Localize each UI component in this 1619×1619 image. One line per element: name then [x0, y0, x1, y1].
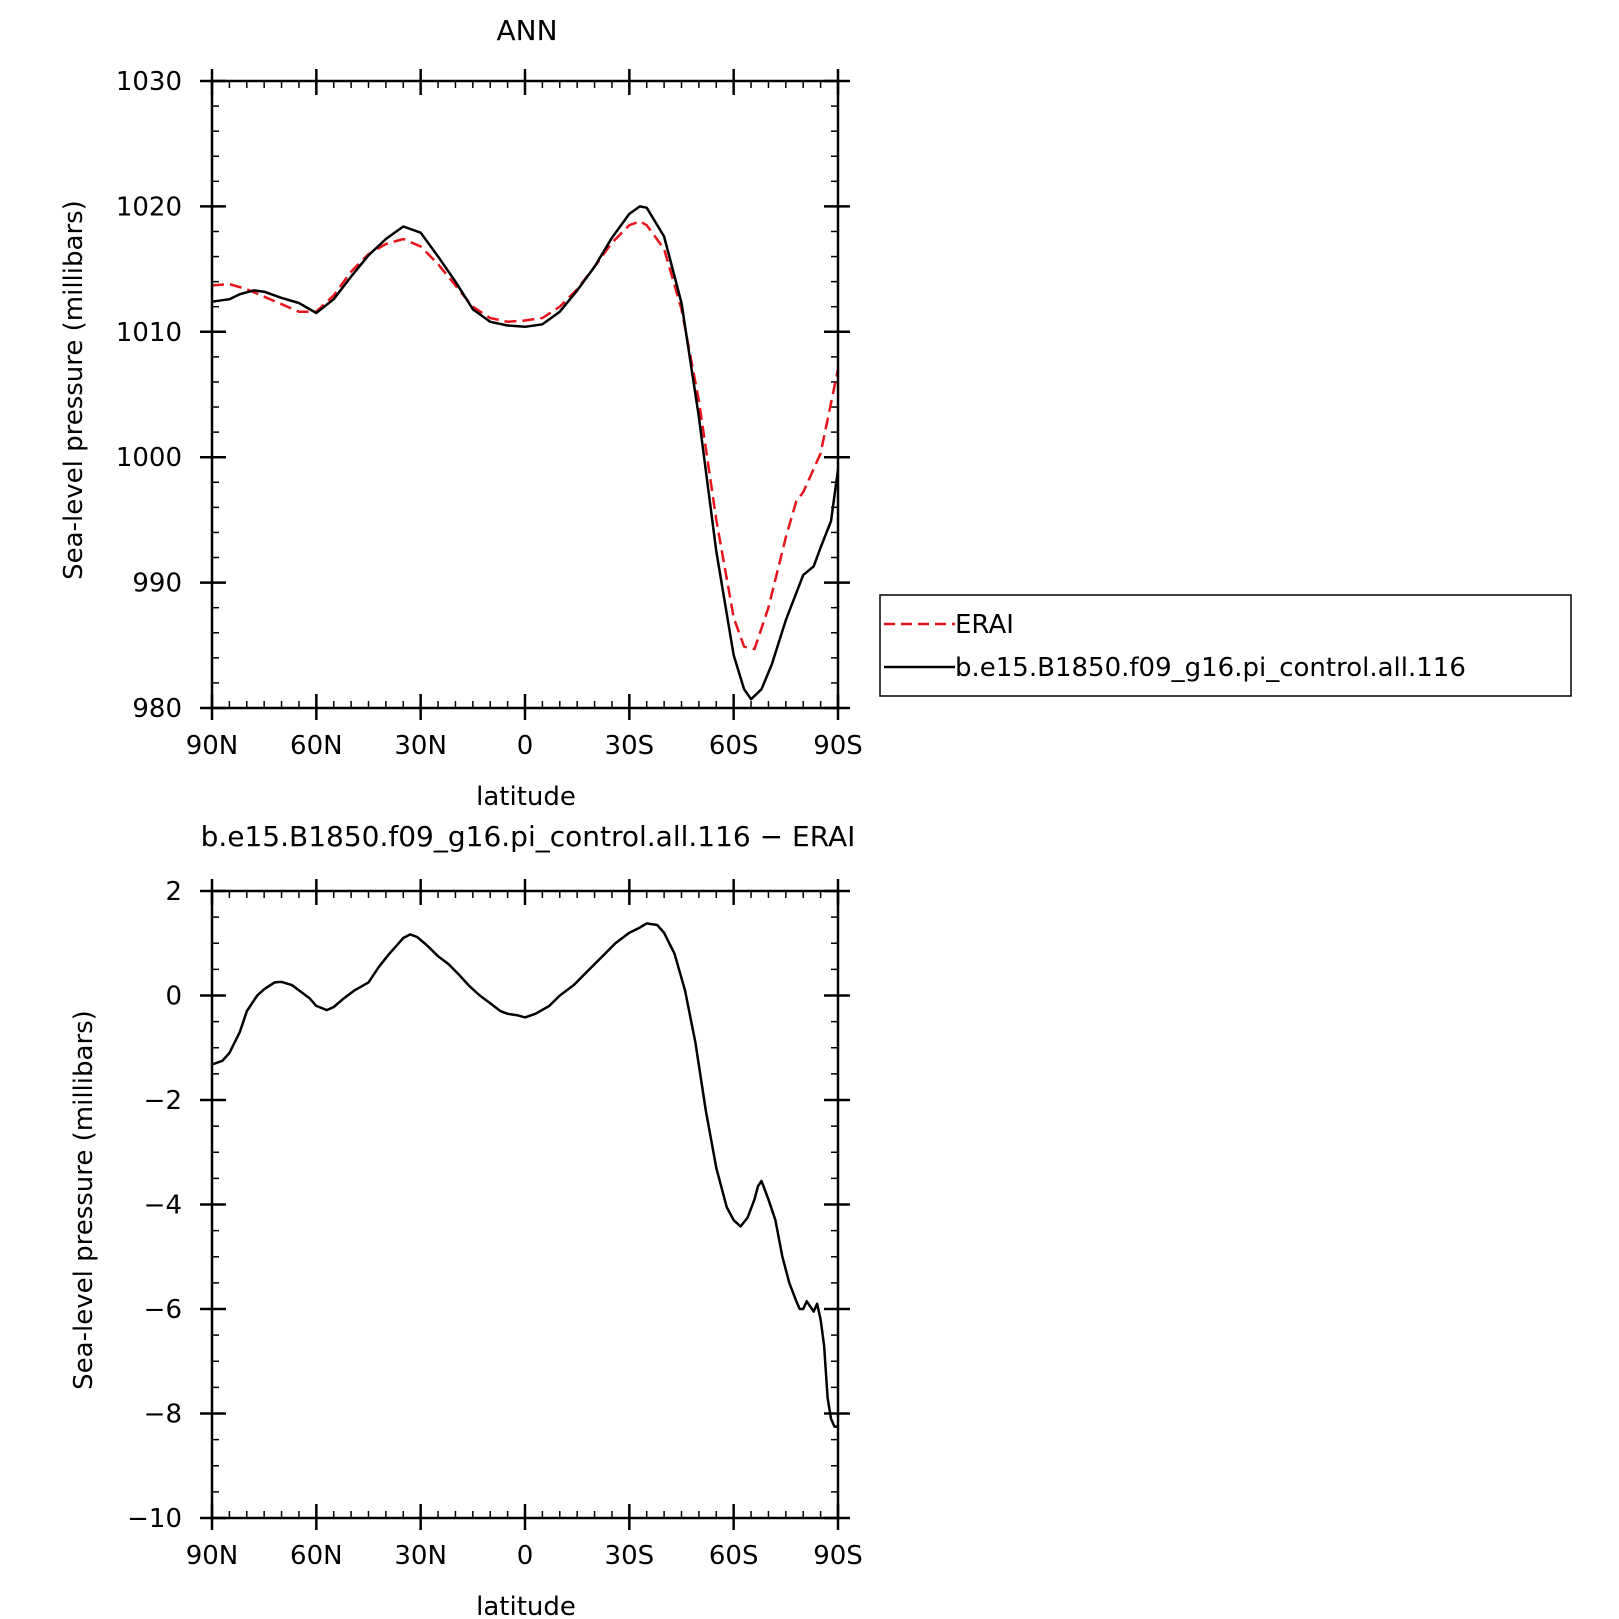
- bottom-x-tick-label: 30S: [605, 1541, 655, 1571]
- top-x-tick-label: 30N: [394, 731, 447, 761]
- bottom-y-tick-label: −6: [144, 1295, 182, 1325]
- top-x-tick-label: 90S: [813, 731, 863, 761]
- top-x-tick-label: 0: [517, 731, 534, 761]
- bottom-panel: b.e15.B1850.f09_g16.pi_control.all.116 −…: [69, 820, 863, 1619]
- bottom-series-lines: [211, 922, 838, 1428]
- bottom-plot-frame: [210, 889, 840, 1520]
- top-series-line-0: [211, 220, 840, 651]
- top-plot-frame: [210, 79, 840, 710]
- top-x-tick-label: 90N: [186, 731, 239, 761]
- bottom-y-tick-label: 2: [165, 877, 182, 907]
- top-tick-labels: 90N 60N 30N 0 30S 60S 90S 980 990 1000 1010 1020 103…: [116, 67, 863, 761]
- legend-label-erai: ERAI: [955, 610, 1014, 640]
- top-y-tick-label: 980: [132, 694, 182, 724]
- bottom-x-tick-label: 90S: [813, 1541, 863, 1571]
- top-y-tick-label: 990: [132, 569, 182, 599]
- bottom-y-tick-label: −4: [144, 1191, 182, 1221]
- top-y-tick-label: 1030: [116, 67, 182, 97]
- top-x-tick-label: 30S: [605, 731, 655, 761]
- top-x-tick-label: 60N: [290, 731, 343, 761]
- bottom-y-tick-label: 0: [165, 982, 182, 1012]
- bottom-y-tick-label: −2: [144, 1086, 182, 1116]
- top-axis-ticks: [200, 69, 850, 720]
- top-series-line-1: [211, 205, 840, 701]
- bottom-x-tick-label: 30N: [394, 1541, 447, 1571]
- bottom-x-tick-label: 90N: [186, 1541, 239, 1571]
- legend: ERAI b.e15.B1850.f09_g16.pi_control.all.…: [879, 594, 1572, 697]
- top-panel: ANN Sea-level pressure (millibars) latit…: [59, 14, 863, 812]
- bottom-y-axis-label: Sea-level pressure (millibars): [69, 1010, 99, 1390]
- bottom-x-tick-label: 60S: [709, 1541, 759, 1571]
- bottom-y-tick-label: −10: [127, 1504, 182, 1534]
- top-y-tick-label: 1010: [116, 318, 182, 348]
- top-y-tick-label: 1020: [116, 192, 182, 222]
- bottom-tick-labels: 90N 60N 30N 0 30S 60S 90S −10 −8 −6 −4 −2 0 2: [127, 877, 863, 1571]
- bottom-chart-title: b.e15.B1850.f09_g16.pi_control.all.116 −…: [201, 820, 856, 853]
- bottom-x-tick-label: 60N: [290, 1541, 343, 1571]
- top-x-axis-label: latitude: [476, 782, 576, 812]
- bottom-x-tick-label: 0: [517, 1541, 534, 1571]
- legend-label-model: b.e15.B1850.f09_g16.pi_control.all.116: [955, 653, 1466, 683]
- top-series-lines: [211, 205, 840, 701]
- top-chart-title: ANN: [496, 14, 557, 47]
- bottom-series-line-0: [211, 922, 838, 1428]
- top-y-axis-label: Sea-level pressure (millibars): [59, 200, 89, 580]
- legend-box: [879, 594, 1572, 697]
- bottom-y-tick-label: −8: [144, 1400, 182, 1430]
- bottom-x-axis-label: latitude: [476, 1592, 576, 1619]
- top-y-tick-label: 1000: [116, 443, 182, 473]
- top-x-tick-label: 60S: [709, 731, 759, 761]
